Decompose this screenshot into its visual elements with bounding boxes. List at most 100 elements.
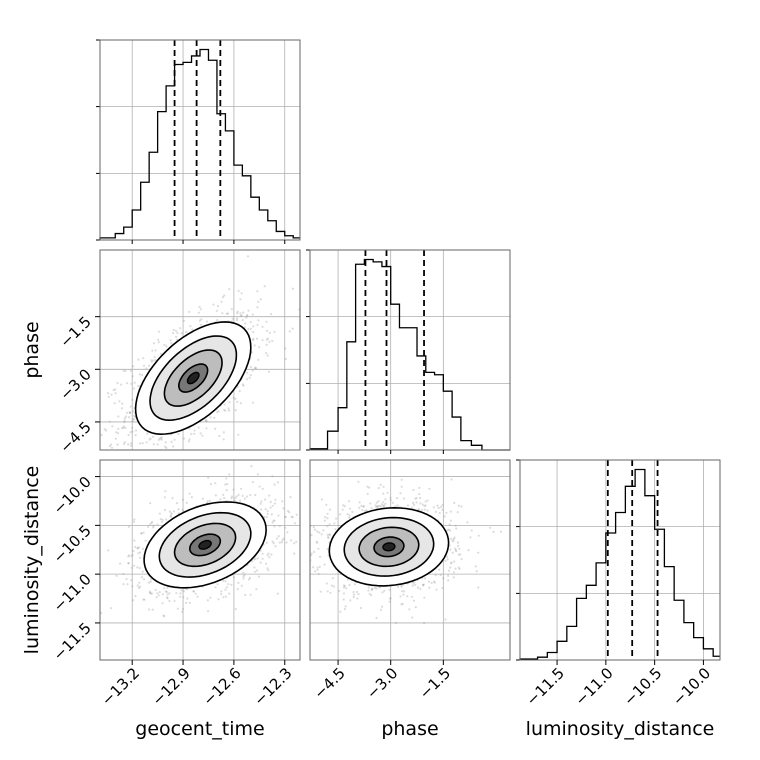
scatter-point bbox=[424, 500, 427, 503]
scatter-point bbox=[255, 337, 259, 340]
x-tick-label-phase-2: −1.5 bbox=[416, 664, 454, 702]
scatter-point bbox=[388, 588, 391, 591]
scatter-point bbox=[188, 601, 191, 605]
scatter-point bbox=[169, 514, 172, 518]
scatter-point bbox=[160, 437, 163, 440]
scatter-point bbox=[182, 437, 186, 440]
scatter-point bbox=[342, 592, 346, 595]
scatter-point bbox=[157, 341, 160, 344]
scatter-point bbox=[223, 294, 226, 297]
scatter-point bbox=[280, 541, 283, 544]
scatter-point bbox=[149, 523, 152, 526]
scatter-point bbox=[410, 595, 414, 598]
scatter-point bbox=[240, 487, 243, 490]
scatter-point bbox=[127, 554, 131, 557]
scatter-point bbox=[149, 502, 152, 505]
scatter-point bbox=[269, 506, 272, 509]
scatter-point bbox=[176, 607, 179, 610]
scatter-point bbox=[444, 618, 447, 621]
scatter-point bbox=[445, 511, 448, 514]
scatter-point bbox=[130, 442, 133, 445]
scatter-point bbox=[179, 592, 182, 595]
scatter-point bbox=[312, 525, 315, 529]
scatter-point bbox=[134, 434, 137, 437]
scatter-point bbox=[171, 331, 175, 335]
scatter-point bbox=[348, 507, 352, 510]
scatter-point bbox=[166, 597, 169, 600]
scatter-point bbox=[246, 495, 249, 498]
scatter-point bbox=[411, 616, 414, 619]
scatter-point bbox=[134, 545, 137, 549]
scatter-point bbox=[138, 581, 141, 584]
scatter-point bbox=[305, 492, 307, 494]
scatter-point bbox=[186, 588, 189, 591]
scatter-point bbox=[249, 494, 252, 497]
scatter-point bbox=[406, 504, 409, 507]
scatter-point bbox=[469, 536, 472, 539]
y-axis-label-luminosity_distance: luminosity_distance bbox=[21, 466, 43, 655]
scatter-point bbox=[446, 529, 449, 532]
scatter-point bbox=[242, 311, 245, 314]
scatter-point bbox=[290, 539, 293, 542]
scatter-point bbox=[224, 483, 227, 486]
scatter-point bbox=[316, 530, 319, 533]
scatter-point bbox=[257, 358, 260, 361]
scatter-point bbox=[131, 426, 134, 429]
scatter-point bbox=[236, 310, 239, 313]
scatter-point bbox=[260, 508, 263, 511]
scatter-point bbox=[216, 583, 219, 586]
y-tick-label-phase-0: −4.5 bbox=[56, 418, 94, 456]
scatter-point bbox=[131, 585, 134, 588]
scatter-point bbox=[422, 584, 425, 587]
y-tick-label-luminosity_distance-1: −11.0 bbox=[50, 570, 95, 615]
scatter-point bbox=[258, 346, 261, 349]
scatter-point bbox=[223, 403, 226, 406]
scatter-point bbox=[108, 445, 111, 448]
scatter-point bbox=[162, 614, 165, 617]
scatter-point bbox=[277, 535, 280, 538]
scatter-point bbox=[310, 534, 313, 537]
panel-geocent_time-vs-phase bbox=[100, 250, 300, 463]
scatter-point bbox=[266, 554, 269, 557]
scatter-point bbox=[344, 605, 347, 608]
scatter-point bbox=[150, 578, 153, 581]
scatter-point bbox=[314, 570, 317, 573]
scatter-point bbox=[236, 317, 239, 320]
scatter-point bbox=[249, 593, 252, 596]
scatter-point bbox=[245, 316, 248, 319]
scatter-point bbox=[123, 417, 126, 420]
scatter-point bbox=[168, 592, 171, 595]
scatter-point bbox=[251, 369, 254, 372]
scatter-point bbox=[437, 506, 440, 510]
scatter-point bbox=[172, 510, 175, 513]
scatter-point bbox=[129, 411, 132, 414]
scatter-point bbox=[313, 550, 316, 554]
panel-frame-phase bbox=[309, 249, 511, 451]
scatter-point bbox=[228, 288, 231, 291]
scatter-point bbox=[271, 540, 274, 543]
scatter-point bbox=[301, 563, 303, 565]
scatter-point bbox=[144, 539, 147, 542]
scatter-point bbox=[266, 567, 269, 570]
scatter-point bbox=[323, 563, 326, 566]
scatter-point bbox=[222, 431, 225, 434]
scatter-point bbox=[205, 427, 208, 430]
scatter-point bbox=[161, 461, 163, 463]
scatter-point bbox=[378, 586, 381, 589]
scatter-point bbox=[122, 425, 125, 428]
scatter-point bbox=[167, 453, 169, 455]
scatter-point bbox=[241, 318, 244, 322]
scatter-point bbox=[242, 571, 245, 574]
scatter-point bbox=[243, 322, 247, 325]
scatter-point bbox=[147, 525, 150, 528]
scatter-point bbox=[179, 595, 182, 598]
scatter-point bbox=[188, 492, 191, 495]
scatter-point bbox=[131, 599, 135, 602]
scatter-point bbox=[165, 454, 167, 456]
scatter-point bbox=[413, 581, 416, 584]
scatter-point bbox=[293, 542, 296, 545]
scatter-point bbox=[421, 503, 424, 506]
y-tick-label-luminosity_distance-3: −10.0 bbox=[50, 473, 95, 518]
scatter-point bbox=[126, 583, 129, 586]
scatter-point bbox=[328, 508, 332, 511]
